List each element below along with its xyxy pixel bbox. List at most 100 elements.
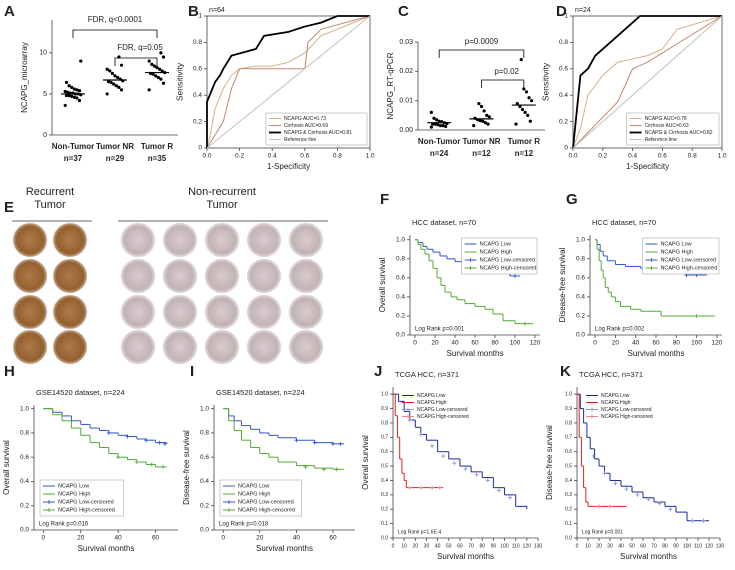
note: Log Rank p=0.002 bbox=[595, 327, 645, 333]
censor-mark bbox=[694, 313, 699, 318]
data-dot bbox=[67, 84, 71, 88]
censor-mark bbox=[418, 485, 423, 490]
legend-box bbox=[265, 112, 368, 146]
censor-mark bbox=[430, 443, 435, 448]
x-tick-label: 1.0 bbox=[717, 153, 726, 160]
tissue-core bbox=[12, 258, 48, 294]
data-dot bbox=[75, 88, 79, 92]
data-dot bbox=[159, 51, 163, 55]
legend-label: NCAPG Low bbox=[58, 483, 89, 489]
tissue-core bbox=[162, 294, 198, 330]
x-axis-label: 1-Specificity bbox=[626, 162, 669, 171]
y-tick-label: 0.2 bbox=[565, 507, 572, 513]
censor-mark bbox=[106, 430, 111, 435]
tissue-core bbox=[120, 294, 156, 330]
x-tick-label: 90 bbox=[491, 543, 497, 549]
x-tick-label: 40 bbox=[115, 535, 123, 542]
y-tick-label: 0.6 bbox=[20, 454, 29, 461]
x-tick-label: 60 bbox=[457, 543, 463, 549]
censor-mark bbox=[646, 497, 651, 502]
legend-label: NCAPG High bbox=[660, 249, 692, 255]
chart-title: GSE14520 dataset, n=224 bbox=[216, 388, 305, 397]
x-axis-label: Survival months bbox=[78, 544, 135, 553]
y-tick-label: 0.2 bbox=[559, 118, 568, 125]
x-tick-label: 0.8 bbox=[333, 153, 342, 160]
censor-mark bbox=[474, 472, 479, 477]
x-tick-label: 70 bbox=[651, 543, 657, 549]
data-dot bbox=[151, 72, 155, 76]
censor-mark bbox=[441, 454, 446, 459]
chart-title: TCGA HCC, n=371 bbox=[395, 370, 459, 379]
chart-title: HCC dataset, n=70 bbox=[592, 218, 656, 227]
x-tick-label: 30 bbox=[607, 543, 613, 549]
chart-title: TCGA HCC, n=371 bbox=[579, 370, 643, 379]
data-dot bbox=[67, 93, 71, 98]
tissue-core bbox=[120, 329, 156, 365]
x-tick-label: 90 bbox=[673, 543, 679, 549]
data-dot bbox=[158, 67, 162, 71]
roc-curve bbox=[572, 15, 723, 149]
data-dot bbox=[441, 124, 445, 128]
roc-curve bbox=[572, 15, 723, 149]
annotation: FDR, q<0.0001 bbox=[88, 15, 143, 24]
n-label: n=37 bbox=[64, 154, 83, 163]
x-tick-label: 0 bbox=[576, 543, 579, 549]
panel-label: I bbox=[190, 363, 194, 380]
x-tick-label: 100 bbox=[510, 340, 521, 347]
legend-label: Reference line bbox=[284, 137, 316, 143]
censor-mark bbox=[338, 441, 343, 446]
tissue-core bbox=[204, 294, 240, 330]
legend-label: NCAPG High-censored bbox=[58, 507, 115, 513]
legend-label: Reference line bbox=[645, 137, 677, 143]
x-tick-label: 0.2 bbox=[598, 153, 607, 160]
y-axis-label: Sensitivity bbox=[540, 62, 550, 101]
legend-marker bbox=[590, 407, 594, 412]
censor-mark bbox=[125, 434, 130, 439]
y-tick-label: 10 bbox=[39, 50, 47, 57]
legend-marker bbox=[468, 258, 473, 262]
censor-mark bbox=[463, 466, 468, 471]
tissue-core bbox=[12, 329, 48, 365]
panel-label: E bbox=[4, 199, 14, 216]
y-axis-label: Sensitivity bbox=[174, 62, 184, 101]
data-dot bbox=[105, 92, 109, 96]
x-tick-label: 60 bbox=[152, 535, 160, 542]
panel-label: C bbox=[398, 3, 409, 20]
data-dot bbox=[147, 88, 151, 92]
y-axis-label: Overall survival bbox=[361, 435, 370, 490]
legend-marker bbox=[649, 258, 654, 262]
tissue-core bbox=[162, 258, 198, 294]
x-tick-label: 100 bbox=[500, 543, 509, 549]
data-dot bbox=[429, 125, 433, 129]
legend-marker bbox=[227, 500, 231, 504]
censor-mark bbox=[303, 464, 308, 469]
x-tick-label: 80 bbox=[479, 543, 485, 549]
category-label: Tumor R bbox=[508, 137, 541, 146]
data-dot bbox=[159, 77, 163, 81]
data-dot bbox=[437, 119, 441, 123]
x-tick-label: 20 bbox=[77, 535, 85, 542]
censor-mark bbox=[508, 495, 513, 500]
data-dot bbox=[526, 113, 530, 117]
y-tick-label: 0.5 bbox=[381, 463, 388, 469]
tissue-core bbox=[120, 222, 156, 258]
x-tick-label: 40 bbox=[632, 340, 640, 347]
legend-label: NCAPG Low bbox=[601, 393, 630, 399]
data-dot bbox=[477, 102, 481, 106]
censor-mark bbox=[331, 441, 336, 446]
x-tick-label: 0.4 bbox=[628, 153, 637, 160]
legend-label: NCAPG Low bbox=[660, 241, 691, 247]
y-tick-label: 0 bbox=[564, 145, 568, 152]
x-tick-label: 0 bbox=[392, 543, 395, 549]
legend-label: NCAPG AUC=0.76 bbox=[645, 116, 687, 122]
x-tick-label: 60 bbox=[652, 340, 660, 347]
y-axis-label: NCAPG_microarray bbox=[20, 42, 29, 113]
censor-mark bbox=[496, 488, 501, 493]
y-tick-label: 0.2 bbox=[576, 313, 585, 320]
tissue-core bbox=[246, 329, 282, 365]
data-dot bbox=[147, 59, 151, 63]
censor-mark bbox=[613, 481, 618, 486]
x-axis-label: Survival months bbox=[437, 552, 494, 561]
data-dot bbox=[113, 74, 117, 78]
